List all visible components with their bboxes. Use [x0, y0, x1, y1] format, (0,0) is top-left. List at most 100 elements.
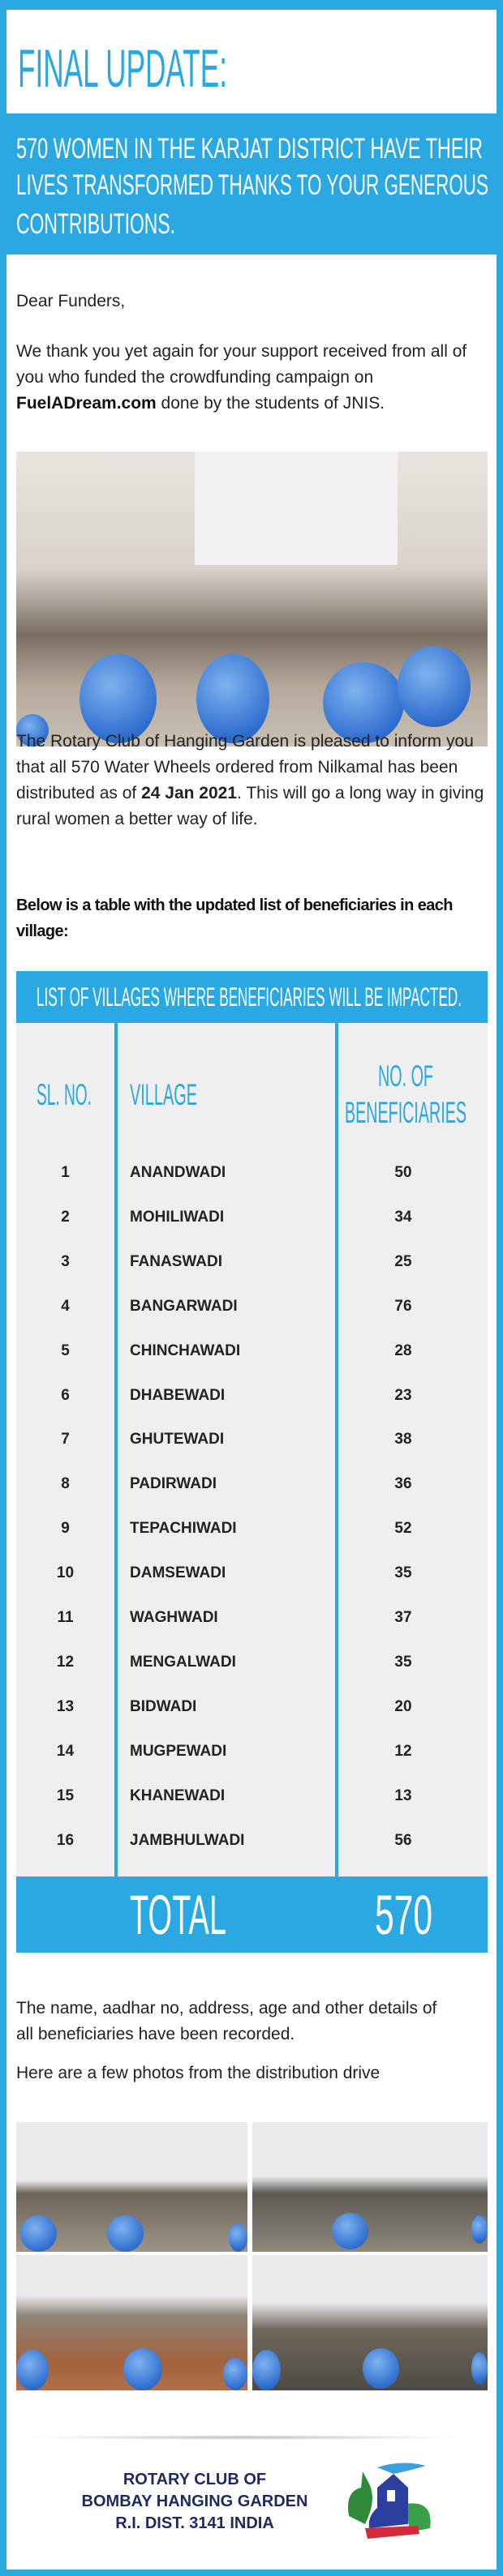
- row-village: JAMBHULWADI: [130, 1831, 245, 1849]
- row-village: MENGALWADI: [130, 1653, 236, 1671]
- headline-line: 570 WOMEN IN THE KARJAT DISTRICT HAVE TH…: [16, 133, 483, 165]
- row-sl-no: 3: [61, 1252, 70, 1270]
- paragraph-text: . This will go a long way in giving rura…: [16, 784, 484, 828]
- distribution-date: 24 Jan 2021: [141, 784, 238, 802]
- row-count: 76: [394, 1297, 412, 1315]
- thanks-paragraph: We thank you yet again for your support …: [16, 339, 487, 417]
- table-row: 9 TEPACHIWADI 52: [16, 1520, 488, 1544]
- beneficiary-table: [16, 1023, 488, 1876]
- row-sl-no: 8: [61, 1475, 70, 1493]
- table-row: 6 DHABEWADI 23: [16, 1387, 488, 1411]
- row-sl-no: 14: [56, 1742, 75, 1760]
- table-title-svg: LIST OF VILLAGES WHERE BENEFICIARIES WIL…: [37, 982, 462, 1012]
- footer-line: BOMBAY HANGING GARDEN: [81, 2493, 308, 2510]
- table-title: LIST OF VILLAGES WHERE BENEFICIARIES WIL…: [37, 982, 462, 1012]
- headline-line: CONTRIBUTIONS.: [16, 208, 175, 240]
- row-count: 35: [394, 1653, 412, 1671]
- table-row: 13 BIDWADI 20: [16, 1698, 488, 1722]
- fuel-a-dream-link[interactable]: FuelADream.com: [16, 394, 157, 413]
- row-village: FANASWADI: [130, 1252, 222, 1270]
- row-count: 56: [394, 1831, 412, 1849]
- paragraph-text: done by the students of JNIS.: [156, 394, 385, 413]
- row-count: 37: [394, 1609, 412, 1626]
- row-village: BANGARWADI: [130, 1297, 238, 1315]
- distribution-photo: [252, 2122, 488, 2252]
- table-row: 16 JAMBHULWADI 56: [16, 1832, 488, 1856]
- table-row: 1 ANANDWADI 50: [16, 1164, 488, 1188]
- divider: [24, 2435, 462, 2440]
- row-village: DAMSEWADI: [130, 1564, 226, 1582]
- table-row: 15 KHANEWADI 13: [16, 1787, 488, 1812]
- row-count: 52: [394, 1520, 412, 1538]
- table-row: 12 MENGALWADI 35: [16, 1654, 488, 1678]
- page-title-svg: FINAL UPDATE:: [18, 42, 227, 91]
- row-count: 50: [394, 1164, 412, 1181]
- row-sl-no: 7: [61, 1431, 70, 1448]
- row-sl-no: 4: [61, 1297, 70, 1315]
- rotary-hanging-garden-logo-icon: [348, 2463, 431, 2539]
- row-count: 38: [394, 1431, 412, 1448]
- total-bar: [16, 1876, 488, 1953]
- header-village: VILLAGE: [130, 1078, 197, 1111]
- table-row: 7 GHUTEWADI 38: [16, 1431, 488, 1455]
- table-row: 2 MOHILIWADI 34: [16, 1209, 488, 1233]
- row-sl-no: 2: [61, 1208, 70, 1226]
- records-note: The name, aadhar no, address, age and ot…: [16, 1999, 437, 2043]
- row-village: MUGPEWADI: [130, 1742, 227, 1760]
- table-row: 8 PADIRWADI 36: [16, 1475, 488, 1500]
- photos-intro: Here are a few photos from the distribut…: [16, 2064, 380, 2082]
- row-village: KHANEWADI: [130, 1787, 226, 1804]
- distribution-photo: [16, 2255, 247, 2390]
- paragraph-text: We thank you yet again for your support …: [16, 342, 467, 387]
- table-row: 10 DAMSEWADI 35: [16, 1564, 488, 1589]
- header-count: NO. OF: [378, 1059, 433, 1093]
- paragraph-text: The Rotary Club of Hanging Garden is ple…: [16, 732, 474, 802]
- column-divider: [114, 1023, 118, 1876]
- row-village: MOHILIWADI: [130, 1208, 225, 1226]
- row-village: BIDWADI: [130, 1697, 197, 1715]
- page-title: FINAL UPDATE:: [18, 42, 227, 91]
- row-village: PADIRWADI: [130, 1475, 217, 1493]
- title-box: [6, 10, 497, 113]
- row-sl-no: 5: [61, 1341, 70, 1359]
- row-count: 20: [394, 1697, 412, 1715]
- distribution-photo: [252, 2255, 488, 2390]
- row-count: 13: [394, 1787, 412, 1804]
- table-row: 5 CHINCHAWADI 28: [16, 1342, 488, 1367]
- total-label: TOTAL: [130, 1884, 226, 1946]
- headline-banner: 570 WOMEN IN THE KARJAT DISTRICT HAVE TH…: [16, 133, 488, 240]
- row-village: CHINCHAWADI: [130, 1341, 241, 1359]
- row-count: 25: [394, 1252, 412, 1270]
- footer-club-name: ROTARY CLUB OF BOMBAY HANGING GARDEN R.I…: [57, 2469, 333, 2535]
- row-sl-no: 12: [56, 1653, 75, 1671]
- row-sl-no: 15: [56, 1787, 75, 1804]
- row-village: DHABEWADI: [130, 1386, 226, 1404]
- table-row: 3 FANASWADI 25: [16, 1253, 488, 1277]
- row-village: GHUTEWADI: [130, 1431, 225, 1448]
- row-count: 28: [394, 1341, 412, 1359]
- table-intro: Below is a table with the updated list o…: [16, 896, 453, 940]
- total-row: TOTAL 570: [130, 1884, 432, 1946]
- total-value: 570: [375, 1884, 432, 1946]
- row-sl-no: 16: [56, 1831, 75, 1849]
- row-sl-no: 11: [57, 1609, 74, 1626]
- header-sl-no: SL. NO.: [37, 1078, 92, 1111]
- header-count: BENEFICIARIES: [345, 1096, 466, 1129]
- row-count: 35: [394, 1564, 412, 1582]
- row-count: 23: [394, 1386, 412, 1404]
- distribution-paragraph: The Rotary Club of Hanging Garden is ple…: [16, 729, 487, 832]
- row-count: 34: [394, 1208, 412, 1226]
- row-village: WAGHWADI: [130, 1609, 218, 1626]
- row-count: 12: [394, 1742, 412, 1760]
- row-sl-no: 10: [56, 1564, 75, 1582]
- footer-line: ROTARY CLUB OF: [123, 2471, 267, 2488]
- row-village: TEPACHIWADI: [130, 1520, 237, 1538]
- table-headers: SL. NO. VILLAGE NO. OF BENEFICIARIES: [37, 1059, 466, 1129]
- table-row: 14 MUGPEWADI 12: [16, 1743, 488, 1767]
- column-divider: [335, 1023, 338, 1876]
- footer-line: R.I. DIST. 3141 INDIA: [115, 2514, 274, 2532]
- table-row: 11 WAGHWADI 37: [16, 1609, 488, 1633]
- row-sl-no: 6: [61, 1386, 70, 1404]
- row-sl-no: 13: [56, 1697, 75, 1715]
- table-title-bar: [16, 971, 488, 1023]
